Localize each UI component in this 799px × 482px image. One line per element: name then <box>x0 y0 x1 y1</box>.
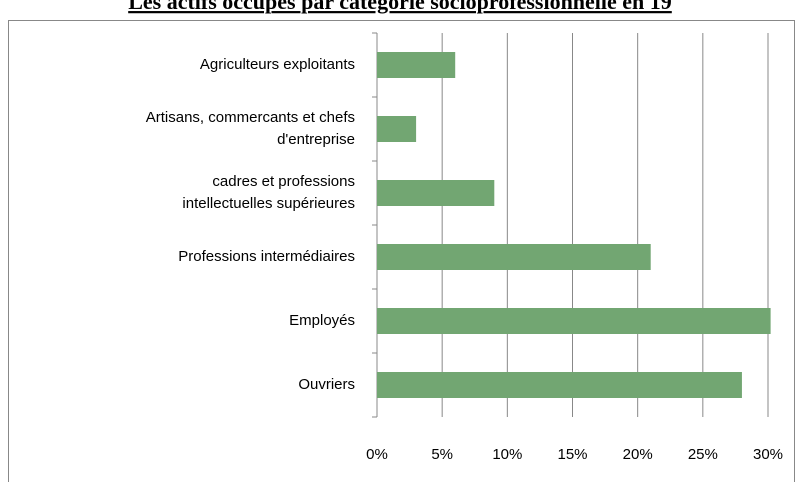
bar <box>377 244 651 270</box>
label-line: d'entreprise <box>277 131 355 148</box>
x-tick-label: 5% <box>431 446 453 463</box>
bar <box>377 116 417 142</box>
y-tick-label: Artisans, commercants et chefs d'entrepri… <box>146 109 355 148</box>
x-tick-label: 10% <box>492 446 522 463</box>
x-tick-label: 0% <box>366 446 388 463</box>
label-line: Artisans, commercants et chefs <box>146 109 355 126</box>
x-tick-label: 25% <box>688 446 718 463</box>
x-tick-label: 20% <box>623 446 653 463</box>
x-tick-label: 30% <box>753 446 783 463</box>
x-tick-label: 15% <box>557 446 587 463</box>
y-tick-label: Employés <box>289 312 355 329</box>
label-line: cadres et professions <box>212 173 355 190</box>
bar <box>377 372 742 398</box>
y-tick-label: Agriculteurs exploitants <box>200 56 355 73</box>
y-tick-label: Ouvriers <box>298 376 355 393</box>
chart-title: Les actifs occupés par catégorie sociopr… <box>128 0 672 14</box>
y-tick-label: cadres et professions intellectuelles sup… <box>182 173 355 212</box>
bar <box>377 308 771 334</box>
bar <box>377 52 456 78</box>
y-tick-label: Professions intermédiaires <box>178 248 355 265</box>
label-line: intellectuelles supérieures <box>182 195 355 212</box>
bar <box>377 180 495 206</box>
